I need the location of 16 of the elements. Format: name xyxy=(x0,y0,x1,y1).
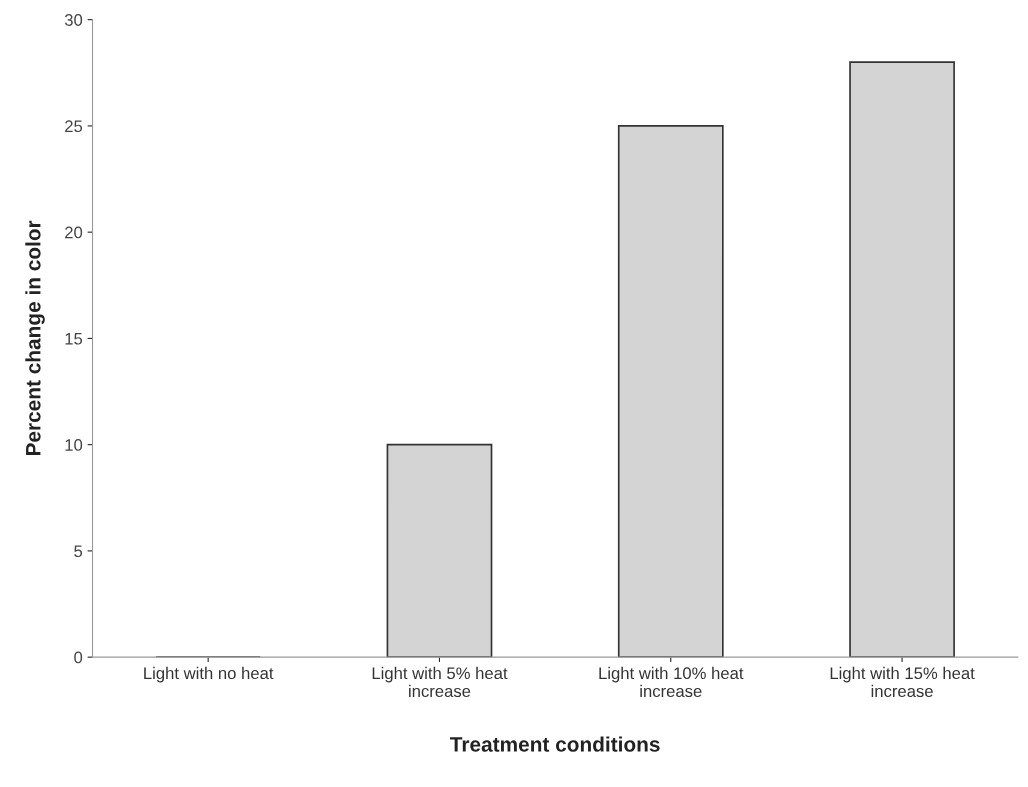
x-tick-label: Light with 5% heat increase xyxy=(372,666,508,698)
y-tick-label: 20 xyxy=(65,226,83,239)
bar xyxy=(849,61,955,658)
y-tick-label: 25 xyxy=(65,120,83,133)
y-tick-label: 15 xyxy=(65,332,83,345)
y-tick-label: 0 xyxy=(74,651,83,664)
y-tick-label: 10 xyxy=(65,439,83,451)
y-axis-title: Percent change in color xyxy=(25,220,45,456)
y-tick-label: 30 xyxy=(64,14,83,26)
x-tick-label: Light with 15% heat increase xyxy=(830,666,975,698)
bar xyxy=(386,443,493,658)
x-tick-label: Light with 10% heat increase xyxy=(599,666,744,698)
x-tick-label: Light with no heat xyxy=(144,666,274,683)
bar xyxy=(617,125,724,658)
y-tick-label: 5 xyxy=(74,545,83,558)
x-axis-title: Treatment conditions xyxy=(450,736,660,752)
